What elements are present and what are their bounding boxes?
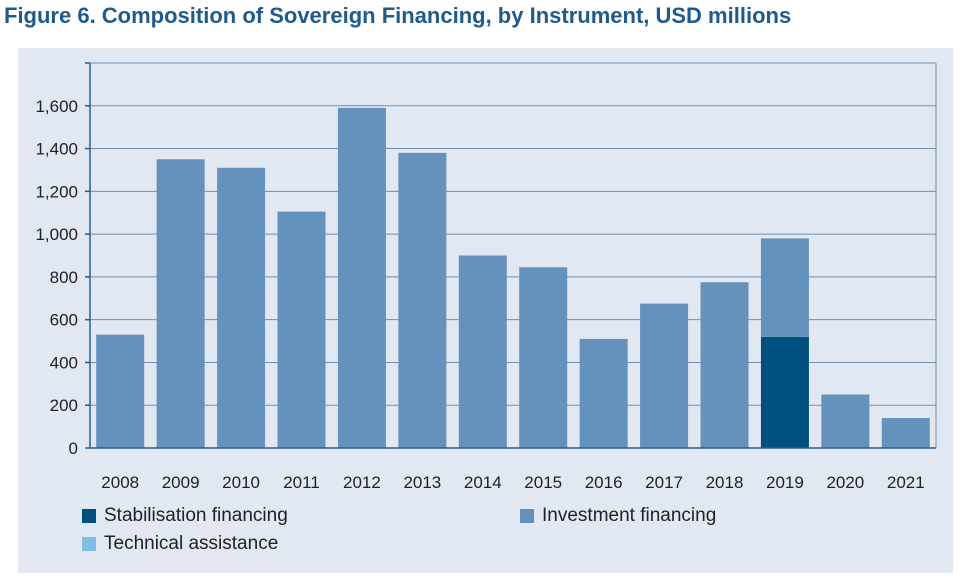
- y-tick-label: 1,600: [35, 97, 78, 116]
- y-tick-label: 1,200: [35, 182, 78, 201]
- y-tick-label: 1,400: [35, 140, 78, 159]
- legend-item-stabilisation: Stabilisation financing: [82, 505, 288, 527]
- y-tick-label: 600: [50, 311, 78, 330]
- bar-investment-2016: [579, 338, 628, 448]
- legend-label-technical: Technical assistance: [104, 533, 279, 554]
- legend-swatch-technical: [82, 537, 96, 551]
- bar-investment-2014: [458, 255, 507, 448]
- x-tick-label: 2021: [887, 473, 925, 492]
- x-tick-label: 2015: [524, 473, 562, 492]
- legend-swatch-investment: [520, 509, 534, 523]
- legend-item-investment: Investment financing: [520, 505, 716, 527]
- gridlines: [90, 62, 937, 448]
- bar-investment-2011: [277, 211, 326, 448]
- x-tick-label: 2020: [826, 473, 864, 492]
- x-tick-label: 2010: [222, 473, 260, 492]
- bar-investment-2018: [700, 282, 749, 448]
- chart-panel: 0 200 400 600 800 1,000 1,200 1,400 1,600 2008 20…: [18, 48, 953, 573]
- bar-investment-2010: [217, 167, 266, 449]
- x-tick-label: 2008: [101, 473, 139, 492]
- bar-investment-2020: [821, 394, 870, 448]
- bar-investment-2009: [156, 159, 205, 448]
- bar-investment-2008: [96, 334, 145, 448]
- legend-item-technical: Technical assistance: [82, 533, 278, 555]
- x-tick-label: 2014: [464, 473, 502, 492]
- bar-investment-2021: [881, 418, 930, 448]
- x-tick-label: 2016: [585, 473, 623, 492]
- x-tick-label: 2012: [343, 473, 381, 492]
- chart-title: Figure 6. Composition of Sovereign Finan…: [4, 3, 792, 28]
- x-tick-label: 2009: [162, 473, 200, 492]
- y-tick-label: 800: [50, 268, 78, 287]
- bar-investment-2013: [398, 152, 447, 448]
- bar-investment-2012: [337, 107, 386, 448]
- legend-label-stabilisation: Stabilisation financing: [104, 505, 288, 526]
- y-tick-label: 0: [69, 439, 78, 458]
- bar-investment-2019: [760, 238, 809, 337]
- x-tick-labels: 2008 2009 2010 2011 2012 2013 2014 2015 2016 2017…: [101, 473, 924, 492]
- y-tick-label: 1,000: [35, 225, 78, 244]
- axes: [85, 62, 936, 449]
- x-tick-label: 2019: [766, 473, 804, 492]
- x-tick-label: 2017: [645, 473, 683, 492]
- bars: [96, 107, 930, 449]
- y-tick-labels: 0 200 400 600 800 1,000 1,200 1,400 1,600: [35, 97, 78, 458]
- bar-stabilisation-2019: [760, 336, 809, 448]
- legend-label-investment: Investment financing: [542, 505, 717, 526]
- bar-investment-2015: [519, 267, 568, 448]
- y-tick-label: 200: [50, 396, 78, 415]
- x-tick-label: 2018: [706, 473, 744, 492]
- legend-swatch-stabilisation: [82, 509, 96, 523]
- y-tick-label: 400: [50, 353, 78, 372]
- x-tick-label: 2011: [283, 473, 320, 492]
- x-tick-label: 2013: [403, 473, 441, 492]
- bar-investment-2017: [640, 303, 689, 448]
